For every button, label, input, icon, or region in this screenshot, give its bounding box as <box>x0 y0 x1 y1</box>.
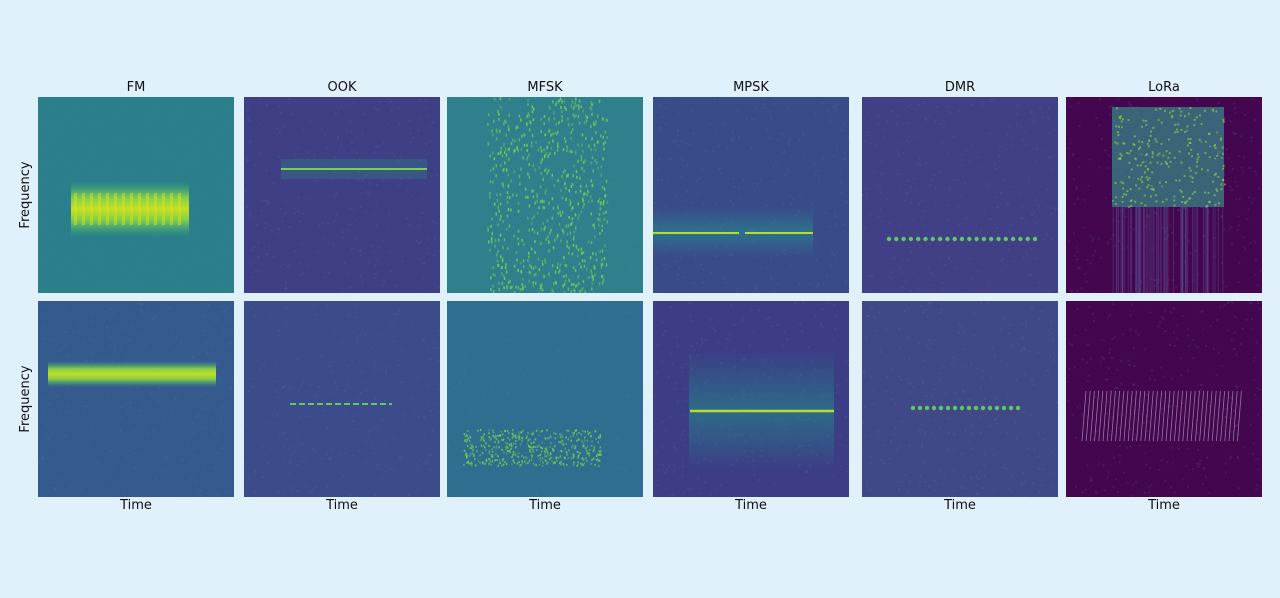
x-axis-label: Time <box>120 498 152 513</box>
column-title-mfsk: MFSK <box>527 80 563 95</box>
spectrogram-panel-fm-row1 <box>38 97 234 293</box>
spectrogram-panel-fm-row2 <box>38 301 234 497</box>
spectrogram-plot <box>447 97 643 293</box>
spectrogram-panel-mfsk-row1 <box>447 97 643 293</box>
x-axis-label: Time <box>735 498 767 513</box>
spectrogram-plot <box>862 301 1058 497</box>
spectrogram-plot <box>38 301 234 497</box>
spectrogram-panel-mfsk-row2 <box>447 301 643 497</box>
x-axis-label: Time <box>529 498 561 513</box>
spectrogram-plot <box>862 97 1058 293</box>
column-title-ook: OOK <box>327 80 357 95</box>
spectrogram-panel-ook-row2 <box>244 301 440 497</box>
x-axis-label: Time <box>326 498 358 513</box>
spectrogram-panel-mpsk-row1 <box>653 97 849 293</box>
spectrogram-plot <box>244 301 440 497</box>
spectrogram-plot <box>653 301 849 497</box>
spectrogram-plot <box>447 301 643 497</box>
spectrogram-panel-mpsk-row2 <box>653 301 849 497</box>
column-title-dmr: DMR <box>944 80 976 95</box>
spectrogram-plot <box>244 97 440 293</box>
spectrogram-panel-dmr-row2 <box>862 301 1058 497</box>
y-axis-label: Frequency <box>18 161 33 229</box>
x-axis-label: Time <box>944 498 976 513</box>
spectrogram-panel-ook-row1 <box>244 97 440 293</box>
column-title-lora: LoRa <box>1148 80 1180 95</box>
spectrogram-plot <box>1066 301 1262 497</box>
spectrogram-panel-lora-row2 <box>1066 301 1262 497</box>
spectrogram-plot <box>1066 97 1262 293</box>
spectrogram-plot <box>653 97 849 293</box>
column-title-fm: FM <box>126 80 146 95</box>
spectrogram-panel-lora-row1 <box>1066 97 1262 293</box>
column-title-mpsk: MPSK <box>733 80 769 95</box>
spectrogram-panel-dmr-row1 <box>862 97 1058 293</box>
x-axis-label: Time <box>1148 498 1180 513</box>
spectrogram-plot <box>38 97 234 293</box>
y-axis-label: Frequency <box>18 365 33 433</box>
